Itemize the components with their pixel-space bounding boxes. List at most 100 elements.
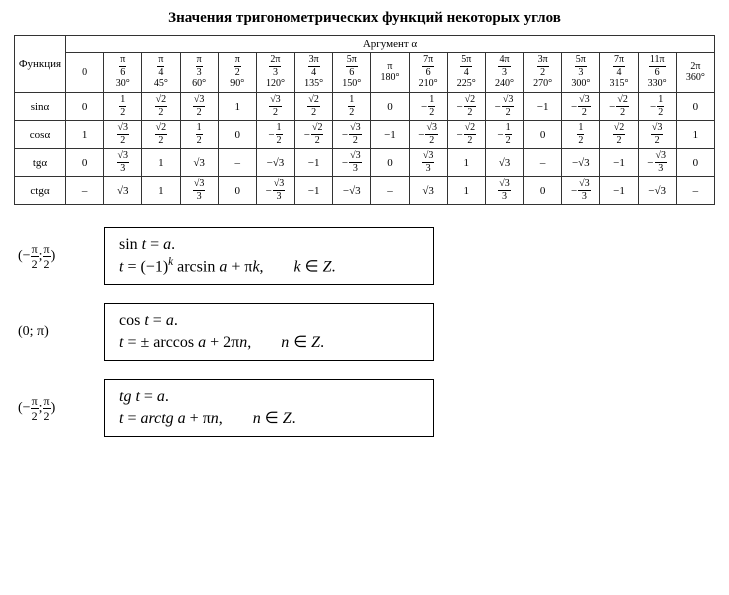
table-cell: 1	[447, 149, 485, 177]
interval-label: (0; π)	[14, 324, 104, 340]
col-header: 5π6150°	[333, 53, 371, 93]
col-header: π290°	[218, 53, 256, 93]
table-cell: √3	[485, 149, 523, 177]
table-cell: 1	[447, 177, 485, 205]
table-cell: −1	[524, 93, 562, 121]
formula-row: (0; π) cos t = a. t = ± arccos a + 2πn,n ∈…	[14, 303, 715, 361]
table-cell: 12	[333, 93, 371, 121]
formula-section: (−π2;π2) sin t = a. t = (−1)k arcsin a + π…	[14, 227, 715, 437]
col-header: 2π360°	[676, 53, 714, 93]
col-header: 0	[66, 53, 104, 93]
table-cell: −√32	[562, 93, 600, 121]
table-cell: −12	[409, 93, 447, 121]
formula-line: t = arctg a + πn,n ∈ Z.	[119, 408, 419, 428]
table-cell: √22	[142, 93, 180, 121]
table-cell: −√22	[295, 121, 333, 149]
table-cell: −1	[600, 149, 638, 177]
table-cell: −1	[371, 121, 409, 149]
table-cell: −√3	[256, 149, 294, 177]
table-cell: −√3	[333, 177, 371, 205]
table-cell: −1	[295, 149, 333, 177]
table-cell: 1	[142, 177, 180, 205]
table-cell: √22	[295, 93, 333, 121]
table-cell: 0	[676, 149, 714, 177]
table-cell: –	[218, 149, 256, 177]
table-cell: −1	[295, 177, 333, 205]
col-header: π445°	[142, 53, 180, 93]
col-header: π180°	[371, 53, 409, 93]
table-cell: −12	[638, 93, 676, 121]
table-cell: 1	[66, 121, 104, 149]
table-cell: 12	[104, 93, 142, 121]
arg-header: Аргумент α	[66, 36, 715, 53]
table-cell: −√22	[600, 93, 638, 121]
table-cell: −1	[600, 177, 638, 205]
col-header: π360°	[180, 53, 218, 93]
formula-box: cos t = a. t = ± arccos a + 2πn,n ∈ Z.	[104, 303, 434, 361]
table-cell: 0	[218, 121, 256, 149]
row-label: sinα	[15, 93, 66, 121]
formula-row: (−π2;π2)tg t = a.t = arctg a + πn,n ∈ Z.	[14, 379, 715, 437]
row-label: cosα	[15, 121, 66, 149]
table-cell: −√3	[562, 149, 600, 177]
table-cell: −√33	[638, 149, 676, 177]
interval-label: (−π2;π2)	[14, 395, 104, 422]
table-cell: √33	[485, 177, 523, 205]
table-cell: 0	[524, 177, 562, 205]
col-header: 4π3240°	[485, 53, 523, 93]
table-cell: −√33	[333, 149, 371, 177]
table-cell: −√32	[409, 121, 447, 149]
table-cell: 0	[218, 177, 256, 205]
col-header: 7π6210°	[409, 53, 447, 93]
col-header: 7π4315°	[600, 53, 638, 93]
trig-table-head: ФункцияАргумент α0π630°π445°π360°π290°2π…	[15, 36, 715, 93]
table-cell: √33	[409, 149, 447, 177]
col-header: 5π4225°	[447, 53, 485, 93]
col-header: 3π4135°	[295, 53, 333, 93]
formula-box: tg t = a.t = arctg a + πn,n ∈ Z.	[104, 379, 434, 437]
table-cell: –	[66, 177, 104, 205]
table-cell: 0	[371, 149, 409, 177]
table-cell: √32	[104, 121, 142, 149]
table-cell: √32	[180, 93, 218, 121]
table-cell: 1	[676, 121, 714, 149]
table-cell: 0	[66, 93, 104, 121]
formula-line: t = ± arccos a + 2πn,n ∈ Z.	[119, 332, 419, 352]
table-cell: −√3	[638, 177, 676, 205]
table-cell: √22	[600, 121, 638, 149]
table-cell: –	[676, 177, 714, 205]
interval-label: (−π2;π2)	[14, 243, 104, 270]
col-header: 2π3120°	[256, 53, 294, 93]
table-cell: −√32	[333, 121, 371, 149]
table-cell: √22	[142, 121, 180, 149]
formula-line: sin t = a.	[119, 236, 419, 254]
table-cell: −√22	[447, 93, 485, 121]
row-label: ctgα	[15, 177, 66, 205]
formula-line: cos t = a.	[119, 312, 419, 330]
formula-line: t = (−1)k arcsin a + πk,k ∈ Z.	[119, 256, 419, 276]
col-header: 5π3300°	[562, 53, 600, 93]
table-cell: √3	[104, 177, 142, 205]
trig-table: ФункцияАргумент α0π630°π445°π360°π290°2π…	[14, 35, 715, 205]
table-cell: 12	[180, 121, 218, 149]
table-cell: –	[524, 149, 562, 177]
table-cell: 0	[371, 93, 409, 121]
table-cell: −√33	[256, 177, 294, 205]
col-header: π630°	[104, 53, 142, 93]
table-cell: –	[371, 177, 409, 205]
table-cell: √33	[104, 149, 142, 177]
table-cell: −√32	[485, 93, 523, 121]
table-cell: −12	[485, 121, 523, 149]
table-cell: −12	[256, 121, 294, 149]
table-cell: −√33	[562, 177, 600, 205]
table-cell: 0	[676, 93, 714, 121]
table-cell: √32	[638, 121, 676, 149]
table-cell: √33	[180, 177, 218, 205]
table-cell: 1	[142, 149, 180, 177]
trig-table-body: sinα012√22√321√32√22120−12−√22−√32−1−√32…	[15, 93, 715, 205]
formula-row: (−π2;π2) sin t = a. t = (−1)k arcsin a + π…	[14, 227, 715, 285]
row-label: tgα	[15, 149, 66, 177]
table-cell: √3	[409, 177, 447, 205]
table-cell: 1	[218, 93, 256, 121]
table-cell: √3	[180, 149, 218, 177]
